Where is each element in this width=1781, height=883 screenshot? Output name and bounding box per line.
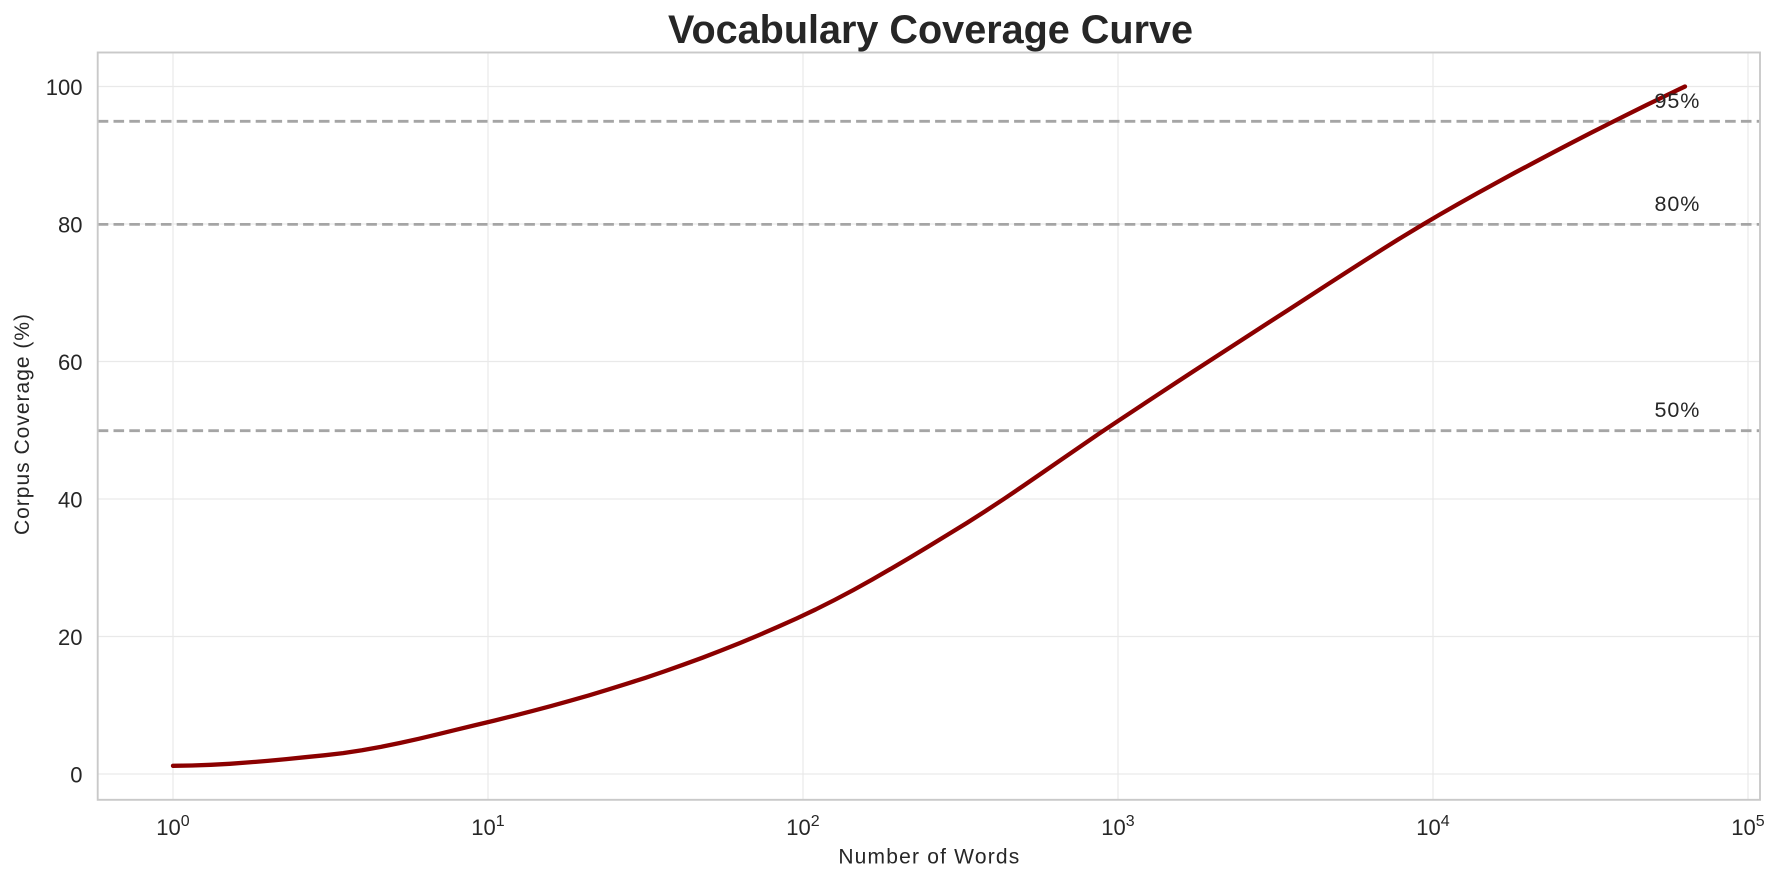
- svg-text:80%: 80%: [1655, 192, 1701, 216]
- svg-text:100: 100: [156, 813, 189, 840]
- svg-text:102: 102: [786, 813, 819, 840]
- svg-text:0: 0: [70, 762, 82, 787]
- svg-text:95%: 95%: [1655, 89, 1701, 113]
- svg-text:60: 60: [58, 350, 82, 375]
- svg-text:80: 80: [58, 212, 82, 237]
- svg-text:40: 40: [58, 487, 82, 512]
- svg-text:105: 105: [1731, 813, 1764, 840]
- svg-text:100: 100: [46, 75, 83, 100]
- svg-text:20: 20: [58, 625, 82, 650]
- svg-text:50%: 50%: [1655, 398, 1701, 422]
- svg-text:101: 101: [471, 813, 504, 840]
- svg-text:Vocabulary Coverage Curve: Vocabulary Coverage Curve: [668, 8, 1193, 52]
- svg-text:103: 103: [1101, 813, 1134, 840]
- svg-text:Number of Words: Number of Words: [838, 845, 1020, 868]
- svg-text:Corpus Coverage (%): Corpus Coverage (%): [11, 313, 34, 535]
- svg-text:104: 104: [1416, 813, 1449, 840]
